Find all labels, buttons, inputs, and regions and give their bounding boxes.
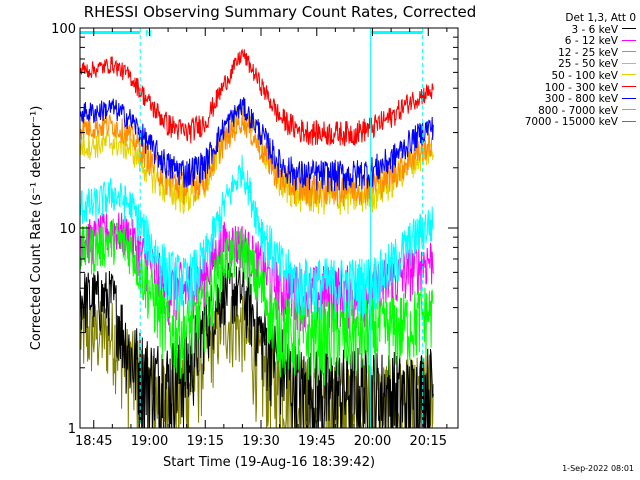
legend-item: 50 - 100 keV [525, 69, 636, 83]
x-tick-label: 19:30 [242, 434, 279, 449]
legend-label: 50 - 100 keV [551, 69, 618, 82]
series-line-1 [79, 262, 434, 430]
chart-title: RHESSI Observing Summary Count Rates, Co… [84, 3, 477, 21]
y-tick-label: 1 [68, 422, 76, 437]
x-tick-label: 19:15 [187, 434, 224, 449]
legend-swatch [622, 51, 636, 53]
y-tick-label: 10 [59, 222, 76, 237]
legend-label: 800 - 7000 keV [538, 104, 618, 117]
annotation-layer: N [80, 28, 424, 428]
y-tick-label: 100 [51, 22, 76, 37]
legend-label: 7000 - 15000 keV [524, 116, 618, 129]
legend-item: 7000 - 15000 keV [525, 117, 636, 129]
footer-timestamp: 1-Sep-2022 08:01 [562, 464, 634, 473]
legend: Det 1,3, Att 0 3 - 6 keV 6 - 12 keV 12 - 2… [525, 12, 636, 129]
legend-item: 300 - 800 keV [525, 93, 636, 106]
x-tick-label: 19:45 [298, 434, 335, 449]
series-line-4 [79, 154, 434, 320]
legend-label: 12 - 25 keV [558, 46, 618, 59]
legend-item: 100 - 300 keV [525, 81, 636, 95]
series-line-8 [79, 110, 434, 207]
legend-swatch [622, 62, 636, 64]
legend-swatch [622, 74, 636, 76]
legend-label: 300 - 800 keV [544, 93, 618, 106]
legend-label: 6 - 12 keV [564, 35, 618, 48]
legend-swatch [622, 86, 636, 88]
series-line-6 [79, 48, 434, 147]
x-axis-label: Start Time (19-Aug-16 18:39:42) [163, 455, 375, 470]
night-band-label: N [145, 29, 152, 39]
series-line-7 [79, 97, 434, 193]
legend-swatch [622, 97, 636, 99]
legend-label: 100 - 300 keV [544, 81, 618, 94]
x-tick-label: 18:45 [75, 434, 112, 449]
legend-item: 6 - 12 keV [525, 35, 636, 48]
legend-swatch [622, 28, 636, 30]
axis-layer: 18:45 19:00 19:15 19:30 19:45 20:00 20:15 1 10 10… [51, 22, 458, 449]
legend-item: 12 - 25 keV [525, 46, 636, 60]
legend-swatch [622, 39, 636, 41]
y-axis-label: Corrected Count Rate (s⁻¹ detector⁻¹) [29, 106, 44, 351]
legend-swatch [622, 109, 636, 111]
series-layer [79, 48, 434, 430]
legend-header: Det 1,3, Att 0 [565, 12, 636, 24]
x-tick-label: 20:00 [354, 434, 391, 449]
x-tick-label: 20:15 [410, 434, 447, 449]
legend-label: 25 - 50 keV [558, 58, 618, 71]
legend-item: 3 - 6 keV [525, 23, 636, 37]
legend-swatch [622, 120, 636, 122]
legend-items: 3 - 6 keV 6 - 12 keV 12 - 25 keV 25 - 50 ke… [525, 23, 636, 129]
x-tick-label: 19:00 [131, 434, 168, 449]
legend-item: 800 - 7000 keV [525, 104, 636, 118]
legend-label: 3 - 6 keV [571, 23, 618, 36]
series-line-3 [79, 218, 434, 386]
legend-item: 25 - 50 keV [525, 59, 636, 71]
